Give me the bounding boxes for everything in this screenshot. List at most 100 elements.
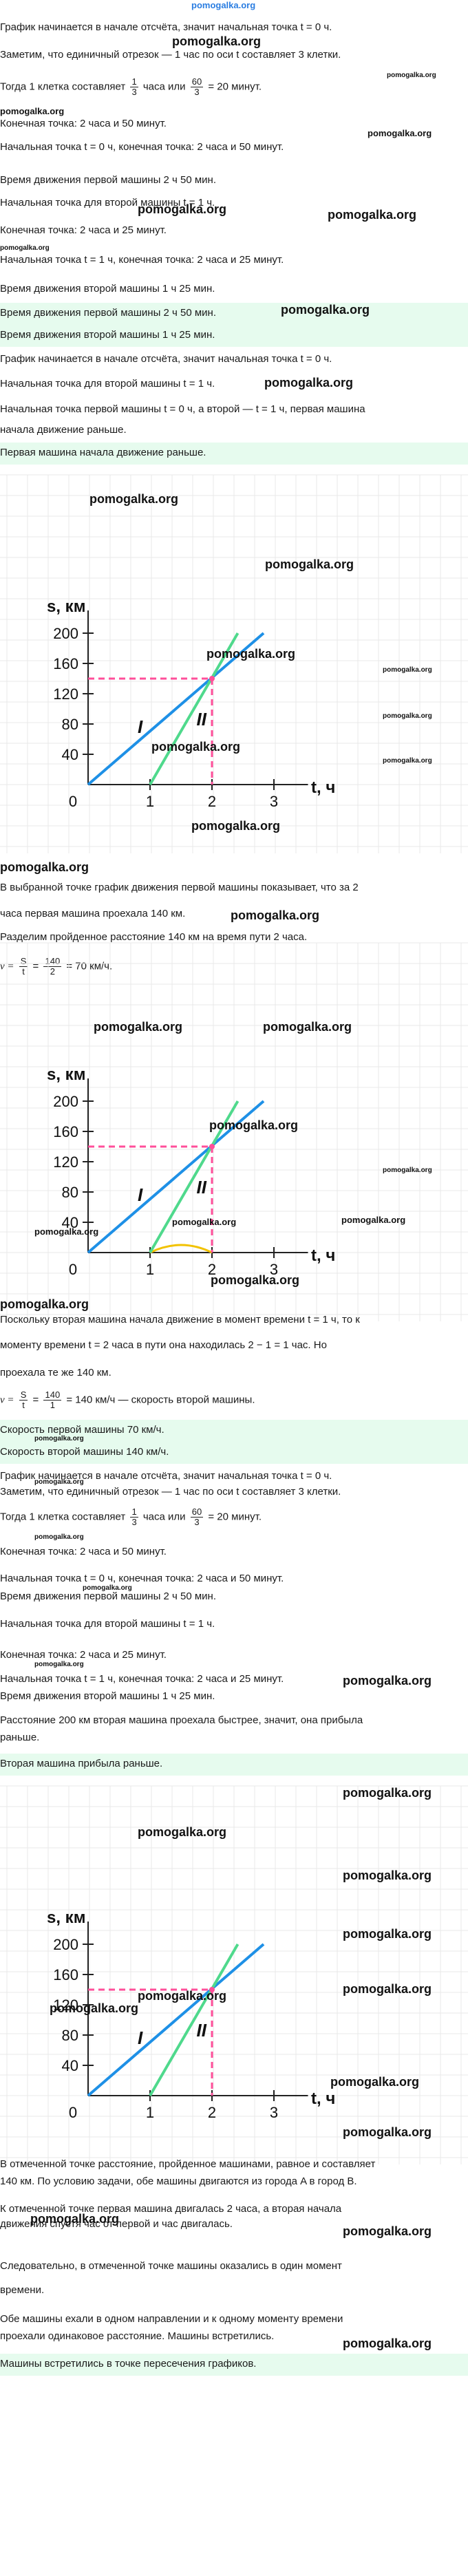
text-line: Заметим, что единичный отрезок — 1 час п…: [0, 1486, 341, 1498]
fraction-denominator: 3: [194, 87, 200, 97]
text-line: движения спустя час от первой и час двиг…: [0, 2218, 233, 2230]
text-line: = 20 минут.: [208, 1511, 262, 1523]
text-line: Начальная точка t = 1 ч, конечная точка:…: [0, 1673, 284, 1685]
text-line: 140 км. По условию задачи, обе машины дв…: [0, 2175, 357, 2187]
series-label-1: I: [138, 716, 143, 737]
y-tick-label: 40: [62, 2057, 78, 2074]
series-line-2: [149, 632, 240, 786]
series-line-2: [149, 1100, 240, 1254]
watermark: pomogalka.org: [343, 2224, 432, 2238]
fraction: 140 1: [43, 1390, 62, 1410]
text-line: Время движения второй машины 1 ч 25 мин.: [0, 283, 215, 295]
watermark: pomogalka.org: [383, 712, 432, 720]
fraction-numerator: 60: [190, 76, 204, 87]
text-line: Конечная точка: 2 часа и 50 минут.: [0, 118, 167, 129]
text-line: В отмеченной точке расстояние, пройденно…: [0, 2158, 376, 2170]
answer-text: Скорость второй машины 140 км/ч.: [0, 1446, 169, 1458]
text-line: Начальная точка t = 0 ч, конечная точка:…: [0, 1573, 284, 1584]
y-tick-label: 80: [62, 1184, 78, 1201]
watermark: pomogalka.org: [330, 2075, 420, 2089]
y-tick-label: 80: [62, 716, 78, 733]
y-axis-label: s, км: [47, 1908, 85, 1927]
fraction-numerator: S: [19, 1390, 28, 1401]
y-axis-label: s, км: [47, 597, 85, 616]
text-line: Время движения первой машины 2 ч 50 мин.: [0, 1590, 217, 1602]
watermark: pomogalka.org: [343, 1927, 432, 1941]
watermark: pomogalka.org: [265, 557, 354, 571]
x-tick-label: 1: [146, 793, 154, 810]
fraction-denominator: 1: [50, 1400, 55, 1410]
text-line: Конечная точка: 2 часа и 25 минут.: [0, 1649, 167, 1661]
watermark: pomogalka.org: [343, 2125, 432, 2139]
watermark: pomogalka.org: [209, 1118, 299, 1132]
series-line-1: [87, 1943, 265, 2097]
y-tick-label: 40: [62, 746, 78, 763]
text-line: раньше.: [0, 1732, 40, 1743]
watermark: pomogalka.org: [94, 1020, 183, 1034]
watermark: pomogalka.org: [151, 740, 241, 754]
y-tick-label: 160: [53, 1123, 78, 1140]
watermark: pomogalka.org: [0, 860, 89, 874]
fraction-denominator: 2: [50, 966, 55, 977]
text-line: Начальная точка для второй машины t = 1 …: [0, 378, 215, 390]
fraction: 60 3: [190, 1507, 204, 1527]
answer-text: Первая машина начала движение раньше.: [0, 447, 206, 458]
watermark: pomogalka.org: [263, 1020, 352, 1034]
fraction-denominator: 3: [194, 1517, 200, 1527]
fraction-denominator: 3: [131, 87, 137, 97]
series-line-1: [87, 1100, 265, 1254]
intersection-point: [209, 1144, 215, 1149]
text-line: Тогда 1 клетка составляет: [0, 81, 126, 93]
x-tick-label: 2: [208, 2104, 216, 2121]
watermark: pomogalka.org: [34, 1661, 84, 1668]
text-line: Начальная точка t = 0 ч, конечная точка:…: [0, 141, 284, 153]
text-line: Конечная точка: 2 часа и 25 минут.: [0, 224, 167, 236]
x-tick-label: 1: [146, 2104, 154, 2121]
formula-lhs: v =: [0, 1394, 14, 1406]
text-line: График начинается в начале отсчёта, знач…: [0, 1470, 332, 1482]
intersection-point: [209, 1987, 215, 1992]
fraction: 60 3: [190, 76, 204, 97]
text-line: Следовательно, в отмеченной точке машины…: [0, 2260, 342, 2272]
text-line: Начальная точка для второй машины t = 1 …: [0, 1618, 215, 1630]
watermark: pomogalka.org: [387, 72, 436, 79]
text-line: Начальная точка первой машины t = 0 ч, а…: [0, 403, 365, 415]
text-line: = 20 минут.: [208, 81, 262, 93]
y-tick-label: 40: [62, 1214, 78, 1231]
text-line: Заметим, что единичный отрезок — 1 час п…: [0, 49, 341, 61]
watermark: pomogalka.org: [206, 647, 296, 661]
x-tick-label: 3: [270, 793, 278, 810]
fraction-numerator: 140: [43, 1390, 62, 1401]
watermark: pomogalka.org: [0, 1297, 89, 1311]
y-tick-label: 200: [53, 1936, 78, 1953]
answer-highlight: Первая машина начала движение раньше.: [0, 443, 468, 465]
time-interval-arc: [149, 1244, 213, 1254]
fraction-numerator: 1: [130, 76, 138, 87]
watermark: pomogalka.org: [0, 106, 65, 116]
watermark: pomogalka.org: [34, 1533, 84, 1541]
x-axis-label: t, ч: [311, 778, 335, 797]
fraction-denominator: t: [22, 966, 25, 977]
watermark: pomogalka.org: [343, 1786, 432, 1800]
watermark: pomogalka.org: [172, 34, 262, 48]
text-line: Начальная точка для второй машины t = 1 …: [0, 197, 215, 209]
formula-result: = 140 км/ч — скорость второй машины.: [66, 1394, 255, 1406]
watermark: pomogalka.org: [191, 819, 281, 833]
text-line: Тогда 1 клетка составляет: [0, 1511, 126, 1523]
site-logo[interactable]: pomogalka.org: [191, 0, 256, 10]
text-line: начала движение раньше.: [0, 424, 127, 436]
answer-highlight: Время движения второй машины 1 ч 25 мин.: [0, 325, 468, 347]
x-tick-label: 3: [270, 1261, 278, 1278]
fraction-denominator: 3: [131, 1517, 137, 1527]
intersection-point: [209, 676, 215, 681]
series-label-1: I: [138, 2027, 143, 2048]
watermark: pomogalka.org: [138, 1989, 227, 2003]
text-line: График начинается в начале отсчёта, знач…: [0, 353, 332, 365]
answer-text: Машины встретились в точке пересечения г…: [0, 2358, 257, 2370]
